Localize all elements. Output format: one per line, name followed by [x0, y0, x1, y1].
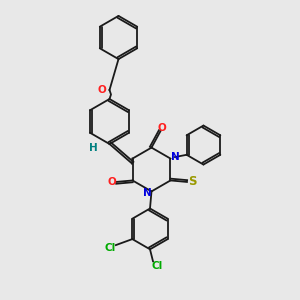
- Text: S: S: [188, 176, 196, 188]
- Text: Cl: Cl: [104, 243, 116, 253]
- Text: O: O: [98, 85, 106, 95]
- Text: N: N: [142, 188, 152, 198]
- Text: O: O: [158, 123, 166, 133]
- Text: H: H: [88, 143, 98, 153]
- Text: N: N: [171, 152, 179, 162]
- Text: O: O: [108, 177, 116, 187]
- Text: Cl: Cl: [152, 261, 163, 271]
